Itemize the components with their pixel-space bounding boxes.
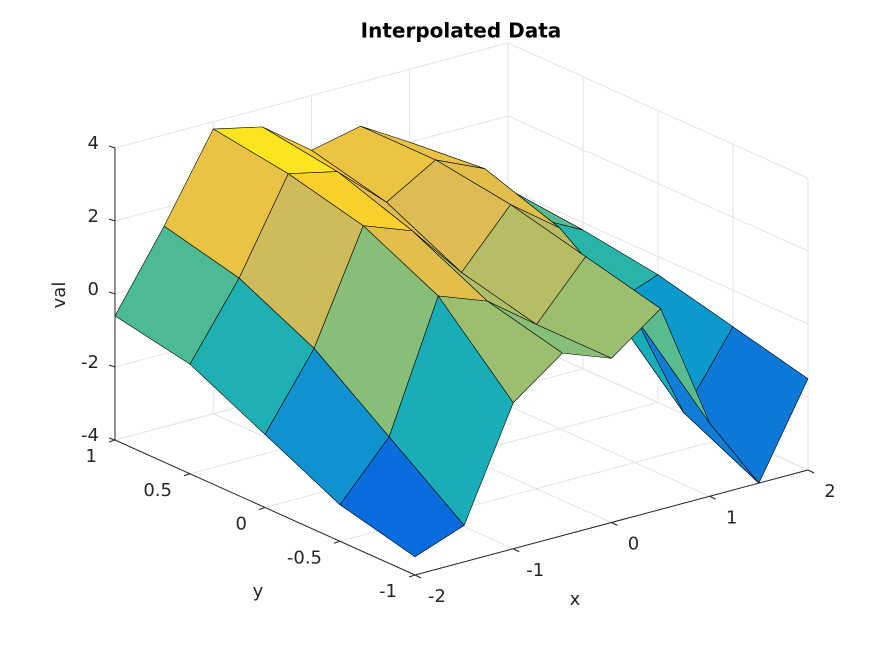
x-tick-label: -1 [526, 560, 544, 581]
z-tick-label: 2 [88, 206, 99, 227]
z-tick-label: -4 [81, 425, 99, 446]
y-tick-label: 0 [236, 514, 247, 535]
z-tick [108, 437, 116, 441]
y-tick-label: 0.5 [143, 480, 172, 501]
grid-line [114, 42, 509, 149]
y-tick [258, 507, 266, 510]
y-tick [408, 574, 416, 578]
x-tick [611, 522, 618, 526]
y-tick-label: 1 [86, 446, 97, 467]
y-axis-label: y [253, 581, 264, 602]
z-axis-label: val [49, 282, 70, 309]
z-tick [108, 145, 116, 149]
x-tick-label: 2 [824, 481, 835, 502]
x-tick-label: 0 [628, 534, 639, 555]
z-tick [108, 291, 116, 295]
grid-line [507, 115, 809, 252]
grid-line [507, 42, 809, 179]
x-axis-label: x [570, 589, 581, 610]
y-tick-label: -1 [379, 581, 397, 602]
grid-line [507, 188, 809, 325]
x-tick [513, 548, 520, 553]
y-tick [333, 540, 341, 544]
x-tick-label: 1 [726, 507, 737, 528]
z-tick [108, 364, 116, 368]
chart-title: Interpolated Data [361, 19, 562, 43]
z-tick-label: 0 [88, 279, 99, 300]
surface-patch [339, 436, 465, 558]
z-tick-label: 4 [88, 133, 99, 154]
y-tick [183, 473, 191, 477]
x-tick [414, 574, 422, 579]
x-tick [709, 495, 716, 500]
y-tick-label: -0.5 [287, 547, 322, 568]
z-tick [108, 218, 116, 222]
z-tick-label: -2 [81, 352, 99, 373]
x-tick-label: -2 [428, 586, 446, 607]
y-tick [108, 439, 116, 443]
x-tick [807, 469, 815, 474]
